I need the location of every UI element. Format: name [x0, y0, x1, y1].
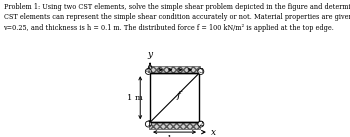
Text: x: x — [211, 128, 216, 137]
Circle shape — [198, 121, 204, 127]
Text: 1: 1 — [146, 120, 151, 128]
Text: 2: 2 — [198, 120, 203, 128]
Text: Problem 1: Using two CST elements, solve the simple shear problem depicted in th: Problem 1: Using two CST elements, solve… — [4, 3, 350, 32]
Polygon shape — [150, 73, 199, 122]
Circle shape — [145, 68, 151, 74]
FancyBboxPatch shape — [149, 66, 200, 73]
Circle shape — [198, 68, 204, 74]
Text: 3: 3 — [198, 67, 203, 75]
Text: f: f — [176, 91, 181, 100]
Text: 1 m: 1 m — [167, 135, 182, 137]
Text: 4: 4 — [146, 67, 151, 75]
FancyBboxPatch shape — [149, 122, 200, 129]
Text: 1 m: 1 m — [127, 94, 143, 102]
Text: y: y — [147, 49, 153, 58]
Circle shape — [145, 121, 151, 127]
